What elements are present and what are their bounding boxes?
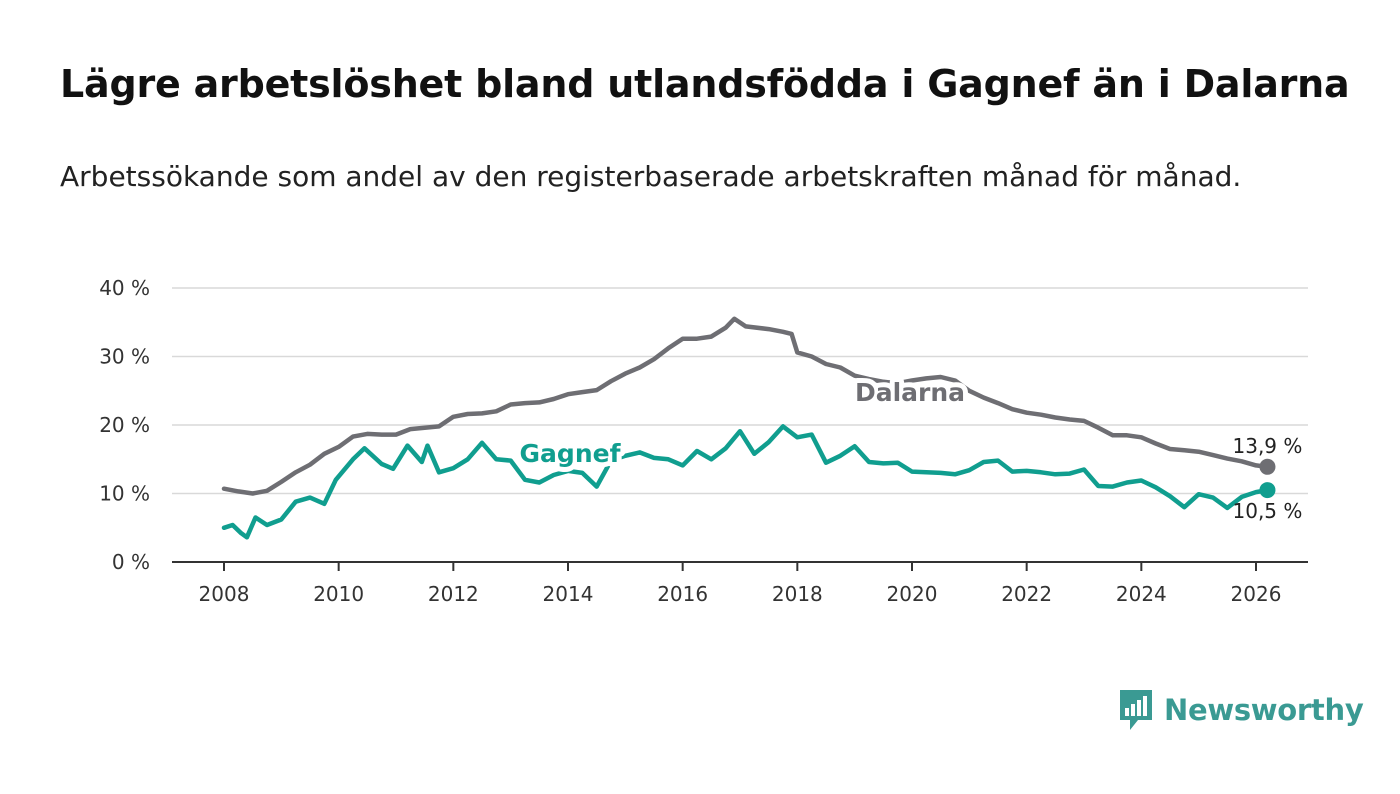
x-tick-label: 2014 [543, 582, 594, 606]
end-point-dalarna [1259, 458, 1276, 475]
end-point-gagnef [1259, 482, 1276, 499]
x-tick-label: 2020 [887, 582, 938, 606]
series-label-gagnef: Gagnef [520, 439, 622, 468]
x-axis: 2008 2010 2012 2014 2016 2018 2020 2022 2024 2026 [172, 561, 1308, 606]
y-tick-label: 40 % [99, 276, 150, 300]
x-tick-label: 2022 [1001, 582, 1052, 606]
chart-title: Lägre arbetslöshet bland utlandsfödda i … [60, 62, 1350, 106]
x-tick-label: 2016 [657, 582, 708, 606]
series-line-dalarna [221, 316, 1270, 496]
brand-name: Newsworthy [1164, 693, 1364, 727]
x-tick-label: 2026 [1231, 582, 1282, 606]
y-axis-ticks: 0 % 10 % 20 % 30 % 40 % [99, 276, 150, 574]
x-tick-label: 2018 [772, 582, 823, 606]
series-label-halo: Dalarna [855, 378, 965, 407]
series-line-gagnef [221, 424, 1270, 540]
gridlines [172, 287, 1308, 495]
bar-chart-icon [1120, 690, 1152, 730]
y-tick-label: 10 % [99, 482, 150, 506]
x-tick-label: 2010 [313, 582, 364, 606]
series-lines [221, 316, 1276, 540]
y-tick-label: 20 % [99, 413, 150, 437]
series-label-halo: Gagnef [520, 439, 622, 468]
series-label-dalarna: Dalarna [855, 378, 965, 407]
end-value-label: 10,5 % [1233, 499, 1303, 523]
newsworthy-logo: Newsworthy [1118, 688, 1364, 732]
x-tick-label: 2008 [199, 582, 250, 606]
y-tick-label: 0 % [112, 550, 150, 574]
y-tick-label: 30 % [99, 345, 150, 369]
x-tick-label: 2012 [428, 582, 479, 606]
chart-subtitle: Arbetssökande som andel av den registerb… [60, 160, 1242, 193]
x-tick-label: 2024 [1116, 582, 1167, 606]
end-value-label: 13,9 % [1233, 434, 1303, 458]
